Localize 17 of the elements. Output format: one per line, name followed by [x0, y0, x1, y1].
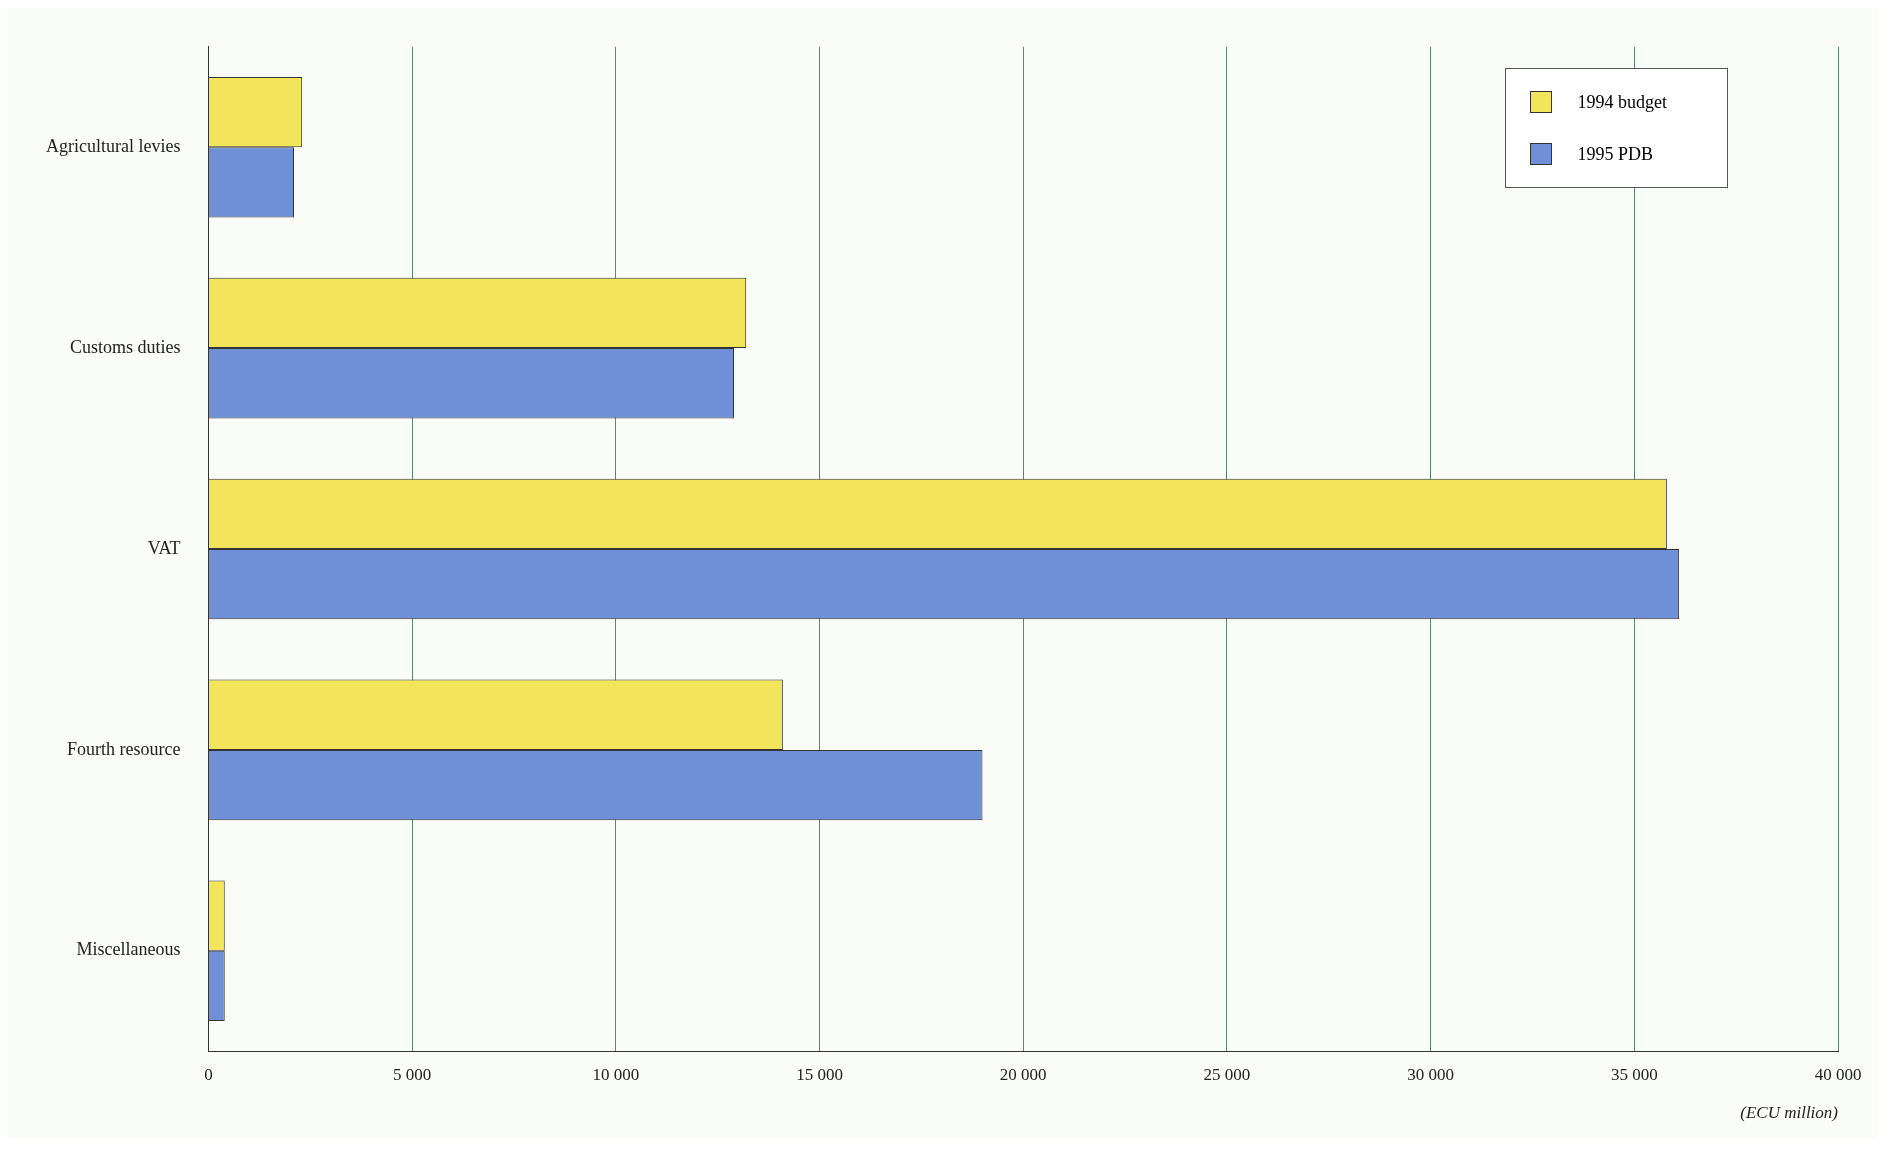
x-tick-label: 15 000: [796, 1064, 843, 1084]
x-tick-label: 20 000: [999, 1064, 1047, 1084]
x-tick-label: 25 000: [1203, 1064, 1251, 1084]
y-tick-label: Customs duties: [69, 336, 181, 357]
x-tick-label: 5 000: [393, 1064, 432, 1084]
y-tick-label: Agricultural levies: [45, 135, 181, 156]
y-tick-label: Fourth resource: [66, 738, 181, 759]
x-tick-label: 0: [204, 1064, 213, 1084]
y-tick-label: Miscellaneous: [76, 939, 181, 960]
x-tick-label: 40 000: [1814, 1064, 1862, 1084]
legend-label: 1994 budget: [1577, 91, 1667, 113]
x-tick-label: 30 000: [1407, 1064, 1454, 1084]
y-tick-label: VAT: [147, 537, 181, 558]
legend-label: 1995 PDB: [1577, 143, 1654, 165]
x-tick-label: 10 000: [592, 1064, 640, 1084]
x-axis-title: (ECU million): [1740, 1103, 1839, 1123]
x-tick-label: 35 000: [1610, 1064, 1658, 1084]
